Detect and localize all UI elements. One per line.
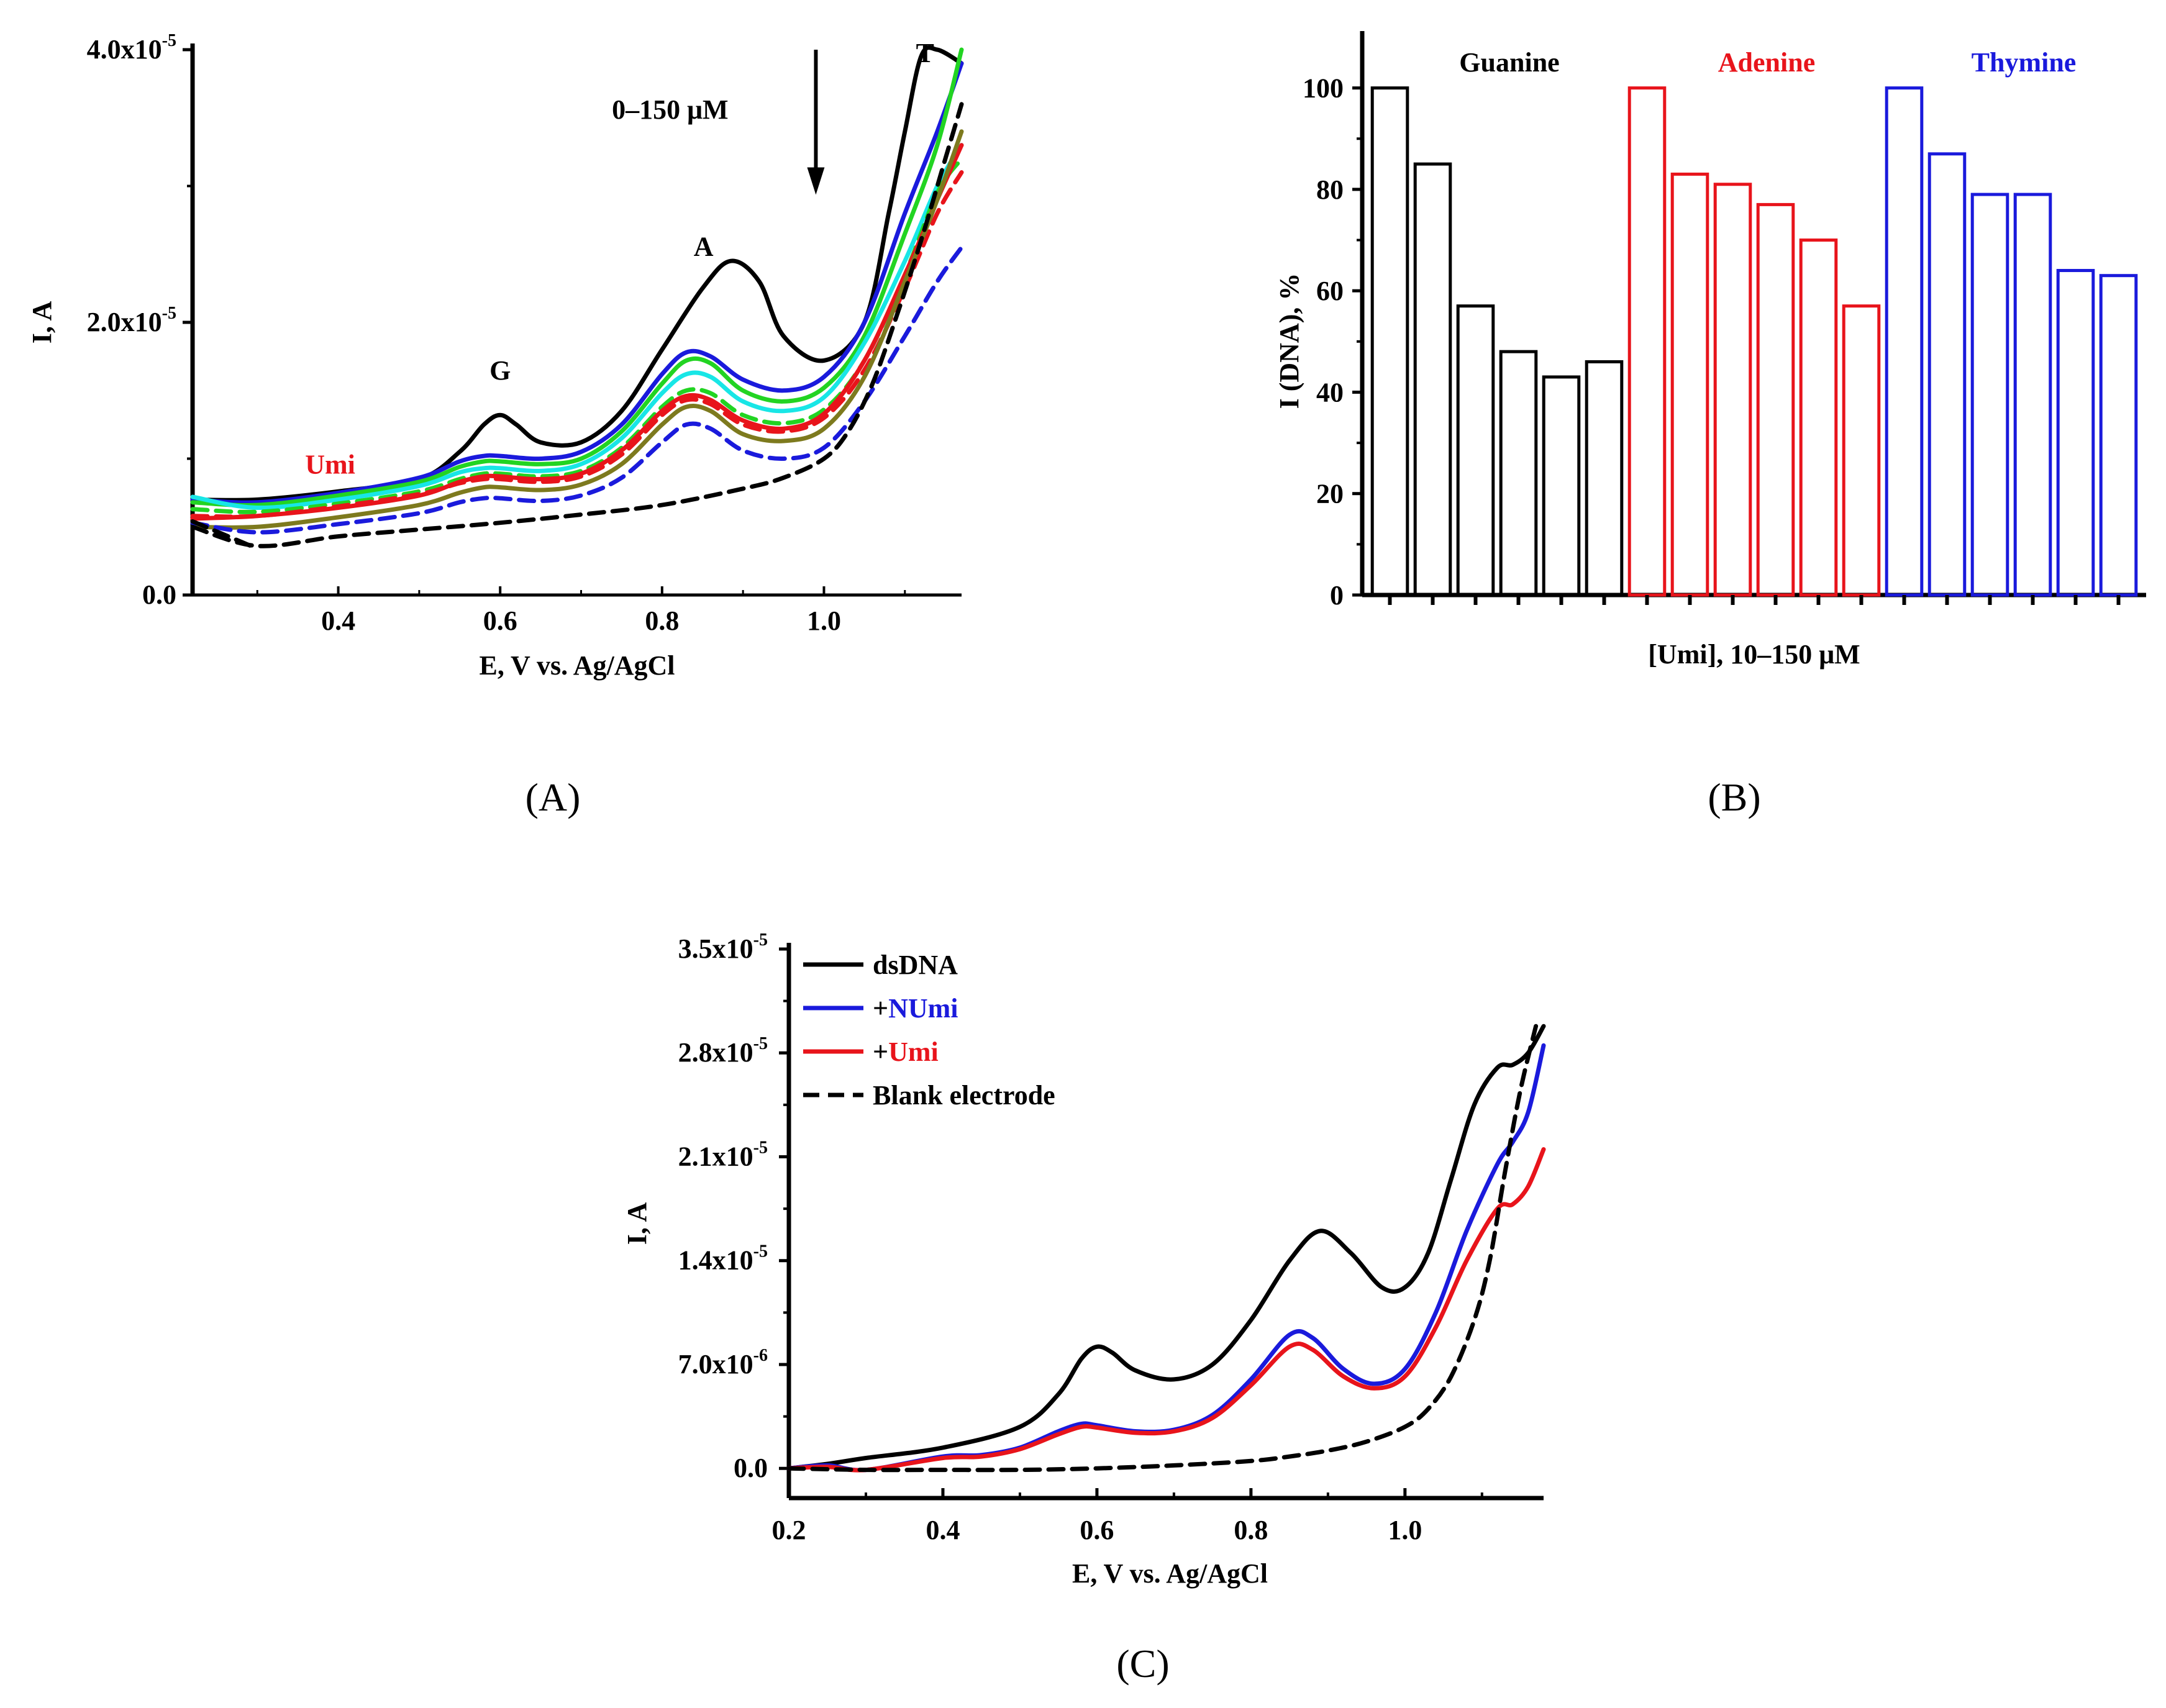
umi-label: Umi: [305, 449, 355, 479]
y-tick-label: 40: [1316, 377, 1344, 407]
bar-guanine: [1585, 360, 1624, 597]
series-line-olive: [190, 129, 964, 530]
x-tick-label: 0.4: [321, 606, 355, 636]
legend-label-4: Blank electrode: [873, 1080, 1055, 1111]
series-line-dsdna: [786, 1024, 1546, 1471]
series-line-cyan: [190, 143, 964, 511]
y-tick-label: 3.5x10-5: [678, 930, 768, 964]
x-tick-label: 0.2: [772, 1515, 806, 1545]
concentration-label: 0–150 μM: [612, 94, 728, 125]
x-tick-label: 0.4: [926, 1515, 960, 1545]
y-tick-label: 7.0x10-6: [678, 1346, 768, 1379]
bar-thymine: [2099, 274, 2138, 597]
y-tick-label: 80: [1316, 175, 1344, 205]
bar-adenine: [1713, 183, 1752, 597]
bar-thymine: [2056, 269, 2095, 597]
bar-thymine: [1970, 193, 2009, 597]
panel-b: 0 20 40 60 80 100 Guanine Adenine Thymine [Umi], …: [1274, 31, 2146, 819]
panel-a: 0.0 2.0x10-5 4.0x10-5 0.4 0.6 0.8 1.0 E, V vs. …: [27, 31, 964, 819]
panel-label-a: (A): [526, 775, 581, 819]
y-axis-title: I, A: [27, 301, 57, 344]
y-axis-title: I, A: [622, 1202, 652, 1245]
group-label-adenine: Adenine: [1718, 47, 1815, 78]
x-tick-label: 0.8: [645, 606, 679, 636]
y-tick-label: 60: [1316, 276, 1344, 306]
series-line-green: [190, 47, 964, 507]
series-line-blank-electrode: [786, 1024, 1539, 1473]
y-tick-label: 100: [1303, 73, 1344, 104]
peak-label-g: G: [489, 355, 511, 386]
y-tick-label: 0.0: [734, 1453, 768, 1483]
y-tick-label: 2.1x10-5: [678, 1138, 768, 1171]
bar-adenine: [1670, 172, 1709, 597]
x-tick-label: 0.6: [1080, 1515, 1114, 1545]
series-line-dsDNA: [190, 45, 964, 502]
bar-guanine: [1413, 162, 1452, 597]
bar-guanine: [1370, 86, 1409, 597]
series-line-blank: [190, 102, 964, 548]
bar-adenine: [1627, 86, 1667, 597]
x-axis-title: E, V vs. Ag/AgCl: [1072, 1558, 1268, 1589]
legend-label-3: +Umi: [873, 1037, 939, 1067]
bar-thymine: [2013, 193, 2052, 597]
bar-adenine: [1842, 304, 1881, 597]
y-tick-label: 4.0x10-5: [87, 31, 176, 65]
x-axis-title: E, V vs. Ag/AgCl: [479, 650, 675, 681]
series-line-red: [190, 143, 964, 521]
panel-c: 0.0 7.0x10-6 1.4x10-5 2.1x10-5 2.8x10-5 3.5x1…: [622, 930, 1546, 1686]
legend-label-1: dsDNA: [873, 950, 958, 980]
y-tick-label: 2.0x10-5: [87, 304, 176, 337]
y-tick-label: 0: [1330, 580, 1344, 611]
bar-adenine: [1799, 238, 1838, 597]
bar-thymine: [1927, 152, 1967, 597]
y-tick-label: 0.0: [142, 579, 176, 610]
y-tick-label: 1.4x10-5: [678, 1242, 768, 1276]
group-label-guanine: Guanine: [1459, 47, 1559, 78]
panel-label-c: (C): [1116, 1642, 1169, 1686]
series-line--umi: [786, 1147, 1546, 1473]
x-tick-label: 1.0: [807, 606, 841, 636]
y-tick-label: 20: [1316, 479, 1344, 509]
x-axis-title: [Umi], 10–150 μM: [1648, 639, 1860, 670]
series-line-green-dashed: [190, 157, 964, 514]
x-tick-label: 0.8: [1234, 1515, 1268, 1545]
bar-guanine: [1542, 375, 1581, 597]
legend-label-2: +NUmi: [873, 993, 958, 1024]
panel-label-b: (B): [1708, 775, 1760, 819]
y-axis-title: I (DNA), %: [1274, 273, 1304, 409]
series-line-blank-short: [190, 519, 260, 551]
series-line-blue: [190, 61, 964, 505]
bar-guanine: [1499, 350, 1538, 597]
x-tick-label: 1.0: [1388, 1515, 1422, 1545]
x-tick-label: 0.6: [483, 606, 517, 636]
bar-adenine: [1756, 202, 1795, 597]
peak-label-a: A: [694, 232, 714, 262]
peak-label-t: T: [916, 38, 934, 68]
group-label-thymine: Thymine: [1972, 47, 2077, 78]
bar-thymine: [1885, 86, 1924, 597]
bar-guanine: [1456, 304, 1495, 597]
y-tick-label: 2.8x10-5: [678, 1034, 768, 1068]
concentration-arrow-head: [807, 167, 825, 195]
